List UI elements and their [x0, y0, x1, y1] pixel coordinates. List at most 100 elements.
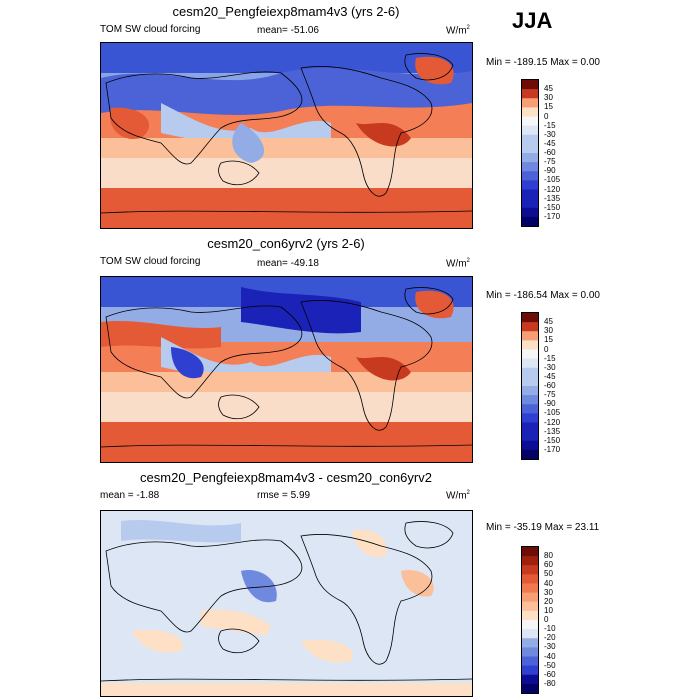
- panel-3-title: cesm20_Pengfeiexp8mam4v3 - cesm20_con6yr…: [140, 470, 432, 485]
- colorbar-swatch: [522, 665, 538, 676]
- colorbar-tick-label: -60: [544, 148, 556, 157]
- colorbar-swatch: [522, 107, 538, 117]
- colorbar-tick-label: -40: [544, 651, 556, 661]
- colorbar-tick-label: -150: [544, 202, 561, 212]
- colorbar-swatch: [522, 89, 538, 99]
- colorbar-tick-label: -75: [544, 390, 556, 400]
- colorbar-swatch: [522, 449, 538, 460]
- colorbar-swatch: [522, 331, 538, 341]
- colorbar-tick-label: 15: [544, 335, 553, 345]
- panel-1-colorbar: [521, 79, 539, 227]
- panel-2-colorbar: [521, 312, 539, 460]
- colorbar-tick-label: -80: [544, 678, 556, 688]
- colorbar-swatch: [522, 313, 538, 323]
- colorbar-swatch: [522, 683, 538, 694]
- colorbar-tick-label: -170: [544, 444, 561, 454]
- colorbar-swatch: [522, 592, 538, 603]
- colorbar-swatch: [522, 395, 538, 405]
- colorbar-tick-label: 10: [544, 605, 553, 615]
- panel-1-mean-label: mean= -51.06: [257, 25, 319, 36]
- colorbar-swatch: [522, 431, 538, 442]
- colorbar-tick-label: -150: [544, 435, 561, 445]
- colorbar-swatch: [522, 98, 538, 108]
- colorbar-tick-label: -60: [544, 381, 556, 390]
- colorbar-swatch: [522, 565, 538, 575]
- colorbar-tick-label: -135: [544, 193, 561, 203]
- colorbar-swatch: [522, 162, 538, 172]
- colorbar-tick-label: -120: [544, 417, 561, 427]
- colorbar-tick-label: -20: [544, 633, 556, 643]
- colorbar-tick-label: 20: [544, 596, 553, 606]
- colorbar-tick-label: -60: [544, 669, 556, 679]
- panel-1-title: cesm20_Pengfeiexp8mam4v3 (yrs 2-6): [172, 4, 400, 19]
- panel-2-map: [100, 276, 473, 463]
- colorbar-tick-label: -120: [544, 184, 561, 194]
- colorbar-swatch: [522, 134, 538, 145]
- panel-2-mean-label: mean= -49.18: [257, 258, 319, 269]
- colorbar-tick-label: 30: [544, 587, 553, 597]
- panel-2-title: cesm20_con6yrv2 (yrs 2-6): [207, 236, 365, 251]
- colorbar-swatch: [522, 125, 538, 136]
- colorbar-tick-label: -135: [544, 426, 561, 436]
- colorbar-swatch: [522, 340, 538, 350]
- colorbar-tick-label: -10: [544, 624, 556, 634]
- colorbar-tick-label: 0: [544, 111, 549, 121]
- panel-1-units: W/m2: [446, 25, 470, 37]
- season-label: JJA: [512, 8, 553, 33]
- colorbar-swatch: [522, 80, 538, 90]
- colorbar-tick-label: -75: [544, 157, 556, 167]
- colorbar-swatch: [522, 413, 538, 423]
- panel-2-minmax: Min = -186.54 Max = 0.00: [486, 290, 600, 301]
- colorbar-swatch: [522, 116, 538, 127]
- colorbar-swatch: [522, 198, 538, 209]
- colorbar-swatch: [522, 153, 538, 163]
- colorbar-tick-label: -15: [544, 353, 556, 363]
- panel-3-units: W/m2: [446, 490, 470, 502]
- colorbar-swatch: [522, 358, 538, 369]
- colorbar-tick-label: -105: [544, 175, 561, 185]
- colorbar-tick-label: 50: [544, 569, 553, 579]
- colorbar-tick-label: -105: [544, 408, 561, 418]
- colorbar-tick-label: -90: [544, 399, 556, 409]
- colorbar-swatch: [522, 376, 538, 387]
- panel-1-minmax: Min = -189.15 Max = 0.00: [486, 57, 600, 68]
- panel-3-map: [100, 510, 473, 697]
- colorbar-swatch: [522, 638, 538, 648]
- colorbar-swatch: [522, 574, 538, 584]
- panel-2-left-label: TOM SW cloud forcing: [100, 256, 201, 267]
- colorbar-swatch: [522, 207, 538, 218]
- colorbar-tick-label: -45: [544, 138, 556, 148]
- colorbar-swatch: [522, 647, 538, 657]
- colorbar-tick-label: -50: [544, 660, 556, 670]
- panel-2-units: W/m2: [446, 258, 470, 270]
- colorbar-swatch: [522, 620, 538, 630]
- colorbar-tick-label: -90: [544, 166, 556, 176]
- colorbar-swatch: [522, 556, 538, 566]
- panel-1-left-label: TOM SW cloud forcing: [100, 24, 201, 35]
- colorbar-swatch: [522, 143, 538, 154]
- colorbar-tick-label: 0: [544, 344, 549, 354]
- colorbar-tick-label: 0: [544, 615, 549, 624]
- colorbar-swatch: [522, 189, 538, 200]
- colorbar-swatch: [522, 404, 538, 414]
- colorbar-tick-label: -30: [544, 129, 556, 139]
- colorbar-tick-label: -45: [544, 371, 556, 381]
- panel-3-minmax: Min = -35.19 Max = 23.11: [486, 522, 600, 533]
- colorbar-swatch: [522, 629, 538, 639]
- colorbar-swatch: [522, 180, 538, 190]
- colorbar-swatch: [522, 674, 538, 685]
- colorbar-tick-label: 45: [544, 317, 553, 327]
- colorbar-swatch: [522, 367, 538, 378]
- colorbar-tick-label: 40: [544, 578, 553, 588]
- colorbar-swatch: [522, 422, 538, 433]
- colorbar-tick-label: 15: [544, 102, 553, 112]
- colorbar-swatch: [522, 386, 538, 396]
- colorbar-swatch: [522, 583, 538, 594]
- panel-1-map: [100, 42, 473, 229]
- colorbar-swatch: [522, 349, 538, 360]
- colorbar-swatch: [522, 216, 538, 227]
- colorbar-tick-label: -30: [544, 362, 556, 372]
- colorbar-swatch: [522, 601, 538, 612]
- panel-3-mean-label: mean = -1.88: [100, 490, 160, 501]
- panel-3-colorbar: [521, 546, 539, 694]
